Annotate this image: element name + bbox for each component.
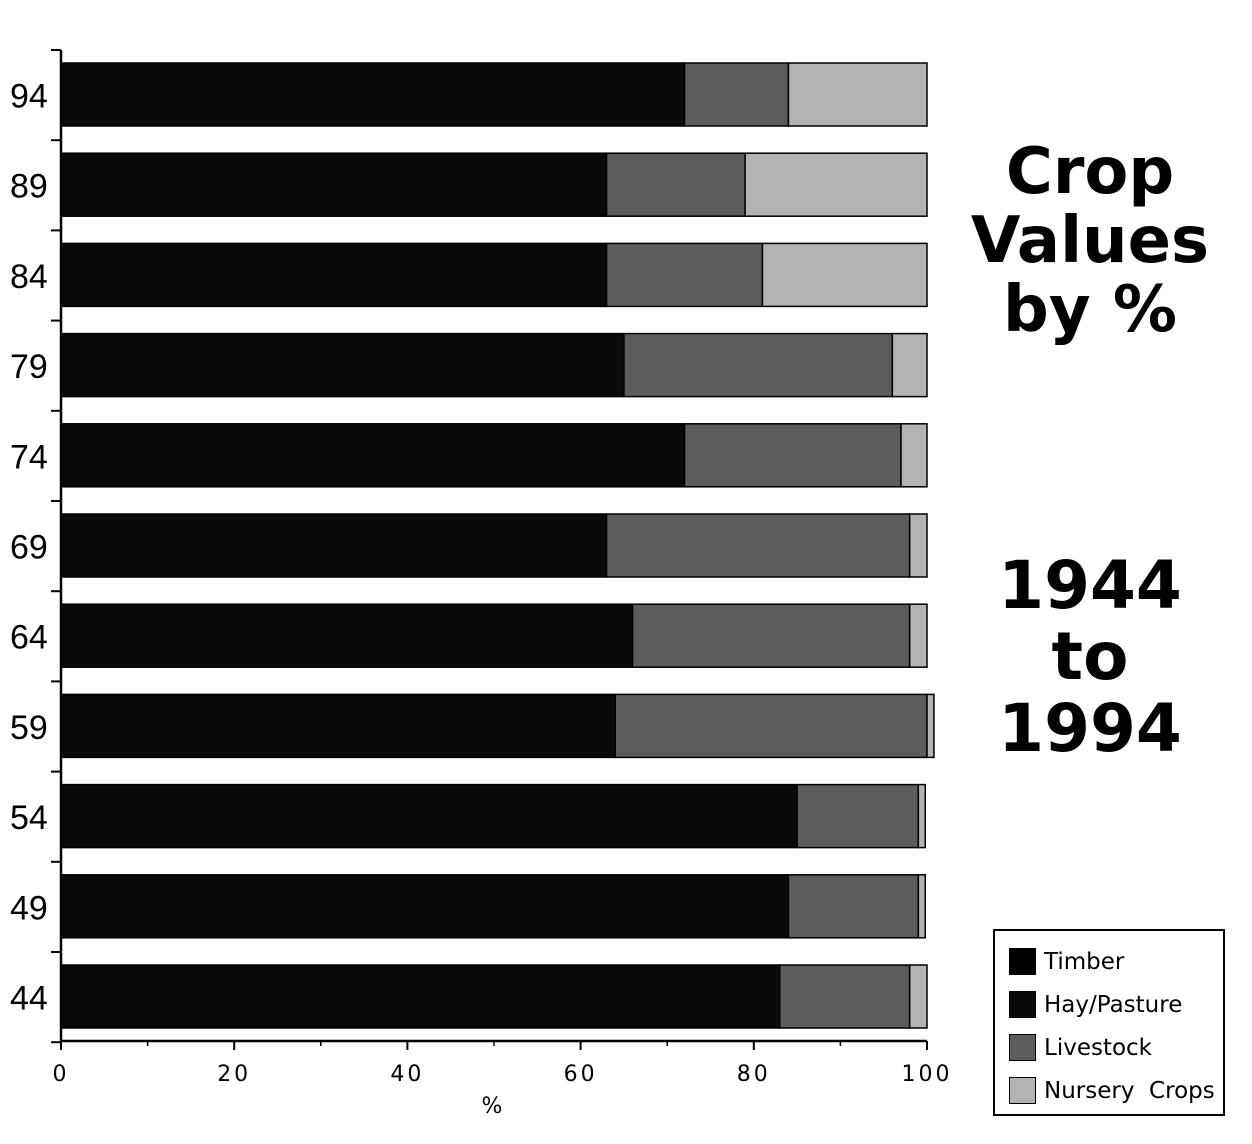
- bar-segment-49-livestock: [787, 874, 920, 939]
- title-line-4: 1944: [998, 547, 1182, 624]
- y-tick-label-69: 69: [10, 529, 48, 567]
- bar-segment-54-hay-pasture: [60, 783, 798, 849]
- x-axis-label: %: [482, 1094, 503, 1119]
- legend-label-hay-pasture: Hay/Pasture: [1044, 991, 1183, 1018]
- bar-segment-69-livestock: [605, 513, 911, 578]
- bar-segment-64-hay-pasture: [60, 603, 634, 668]
- bar-segment-69-nursery-crops: [908, 513, 928, 578]
- y-tick-label-54: 54: [10, 799, 48, 837]
- x-tick-label-0: 0: [53, 1062, 70, 1087]
- y-tick-label-44: 44: [10, 980, 48, 1018]
- bar-segment-79-hay-pasture: [60, 332, 625, 398]
- bars-group: [60, 62, 935, 1029]
- bar-segment-89-hay-pasture: [60, 152, 608, 217]
- title-line-5: to: [1051, 618, 1129, 696]
- legend-swatch-livestock: [1009, 1034, 1036, 1061]
- bar-segment-54-livestock: [796, 783, 920, 849]
- y-tick-label-64: 64: [10, 619, 48, 657]
- title-line-2: Values: [970, 204, 1210, 279]
- legend-swatch-nursery-crops: [1009, 1077, 1036, 1104]
- bar-segment-64-livestock: [631, 603, 911, 668]
- bar-segment-94-nursery-crops: [787, 62, 928, 127]
- chart-title: Crop Values by %: [945, 135, 1235, 348]
- legend-swatch-hay-pasture: [1009, 991, 1036, 1018]
- bar-segment-89-nursery-crops: [744, 152, 928, 217]
- legend-item-livestock: Livestock: [1009, 1034, 1152, 1061]
- bar-segment-74-hay-pasture: [60, 423, 686, 488]
- bar-segment-89-livestock: [605, 152, 746, 217]
- y-tick-label-59: 59: [10, 709, 48, 747]
- bar-segment-64-nursery-crops: [908, 603, 928, 668]
- title-line-1: Crop: [1005, 135, 1175, 209]
- bar-segment-44-livestock: [779, 964, 911, 1029]
- bar-segment-44-nursery-crops: [908, 964, 928, 1029]
- legend-label-livestock: Livestock: [1044, 1034, 1153, 1061]
- y-tick-label-74: 74: [10, 438, 48, 476]
- bar-segment-94-hay-pasture: [60, 62, 686, 127]
- y-tick-label-84: 84: [10, 258, 48, 296]
- bar-segment-79-nursery-crops: [891, 332, 928, 398]
- y-tick-label-94: 94: [10, 78, 48, 116]
- labels-group: 94 89 84 79 74 69 64 59 54 49 44 0 20 40 60 80 100%: [10, 78, 953, 1120]
- x-tick-label-60: 60: [564, 1062, 598, 1087]
- x-tick-label-100: 100: [902, 1062, 953, 1087]
- bar-segment-49-nursery-crops: [917, 874, 927, 939]
- y-tick-label-89: 89: [10, 168, 48, 206]
- bar-segment-59-nursery-crops: [926, 693, 935, 759]
- title-line-3: by %: [1003, 273, 1177, 348]
- legend-item-nursery-crops: Nursery Crops: [1009, 1077, 1215, 1104]
- bar-segment-84-livestock: [605, 242, 764, 308]
- bar-segment-94-livestock: [683, 62, 790, 127]
- y-tick-label-49: 49: [10, 889, 48, 927]
- bar-segment-49-hay-pasture: [60, 874, 790, 939]
- chart-subtitle-years: 1944 to 1994: [945, 550, 1235, 764]
- bar-segment-54-nursery-crops: [917, 783, 927, 849]
- bar-segment-84-hay-pasture: [60, 242, 608, 308]
- bar-segment-44-hay-pasture: [60, 964, 781, 1029]
- bar-segment-69-hay-pasture: [60, 513, 608, 578]
- x-tick-label-20: 20: [217, 1062, 251, 1087]
- legend-item-hay-pasture: Hay/Pasture: [1009, 991, 1182, 1018]
- y-tick-label-79: 79: [10, 348, 48, 386]
- title-line-6: 1994: [998, 689, 1182, 767]
- bar-segment-59-livestock: [614, 693, 928, 759]
- legend-item-timber: Timber: [1009, 948, 1124, 975]
- legend-label-nursery-crops: Nursery Crops: [1044, 1077, 1215, 1104]
- bar-segment-79-livestock: [623, 332, 894, 398]
- legend-label-timber: Timber: [1044, 948, 1125, 975]
- legend: Timber Hay/Pasture Livestock Nursery Cro…: [993, 929, 1225, 1116]
- bar-segment-74-nursery-crops: [900, 423, 928, 488]
- legend-swatch-timber: [1009, 948, 1036, 975]
- bar-segment-59-hay-pasture: [60, 693, 616, 759]
- x-tick-label-80: 80: [737, 1062, 771, 1087]
- x-tick-label-40: 40: [390, 1062, 424, 1087]
- axes-group: [51, 49, 928, 1050]
- bar-segment-84-nursery-crops: [761, 242, 928, 308]
- bar-segment-74-livestock: [683, 423, 902, 488]
